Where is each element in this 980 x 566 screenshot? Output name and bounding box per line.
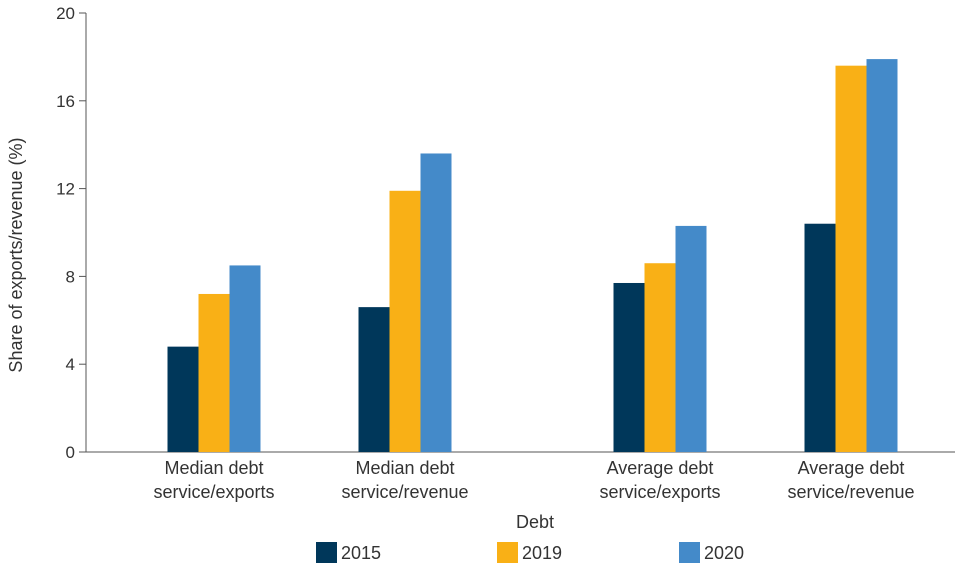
category-label: service/revenue	[787, 482, 914, 502]
x-axis-title: Debt	[516, 512, 554, 532]
bar-2015	[804, 223, 836, 452]
legend-item-2020: 2020	[679, 542, 744, 563]
bar-2019	[389, 190, 421, 453]
y-tick-label: 16	[56, 92, 75, 111]
legend-label: 2020	[704, 543, 744, 563]
legend-item-2015: 2015	[316, 542, 381, 563]
legend-label: 2019	[522, 543, 562, 563]
category-label: Median debt	[164, 458, 263, 478]
bar-2019	[644, 263, 676, 452]
y-tick-label: 20	[56, 4, 75, 23]
category-label: service/revenue	[341, 482, 468, 502]
y-tick-label: 4	[66, 355, 75, 374]
y-tick-label: 8	[66, 267, 75, 286]
legend: 2015 2019 2020	[316, 542, 744, 563]
category-label: service/exports	[599, 482, 720, 502]
bars	[167, 59, 898, 453]
y-tick-label: 12	[56, 180, 75, 199]
bar-2015	[613, 282, 645, 452]
y-axis: 0 4 8 12 16 20	[56, 4, 87, 462]
bar-2015	[167, 346, 199, 452]
bar-2020	[420, 153, 452, 453]
bar-2020	[675, 225, 707, 452]
bar-2020	[866, 59, 898, 452]
y-axis-title: Share of exports/revenue (%)	[6, 137, 26, 372]
category-label: Average debt	[607, 458, 714, 478]
category-label: Average debt	[798, 458, 905, 478]
bar-2020	[229, 265, 261, 452]
legend-swatch	[679, 542, 700, 563]
category-label: Median debt	[355, 458, 454, 478]
bar-2015	[358, 307, 390, 452]
bar-2019	[835, 65, 867, 453]
legend-item-2019: 2019	[497, 542, 562, 563]
category-labels: Median debt service/exports Median debt ser…	[153, 458, 914, 502]
bar-2019	[198, 293, 230, 452]
legend-swatch	[316, 542, 337, 563]
legend-label: 2015	[341, 543, 381, 563]
legend-swatch	[497, 542, 518, 563]
y-tick-label: 0	[66, 443, 75, 462]
category-label: service/exports	[153, 482, 274, 502]
